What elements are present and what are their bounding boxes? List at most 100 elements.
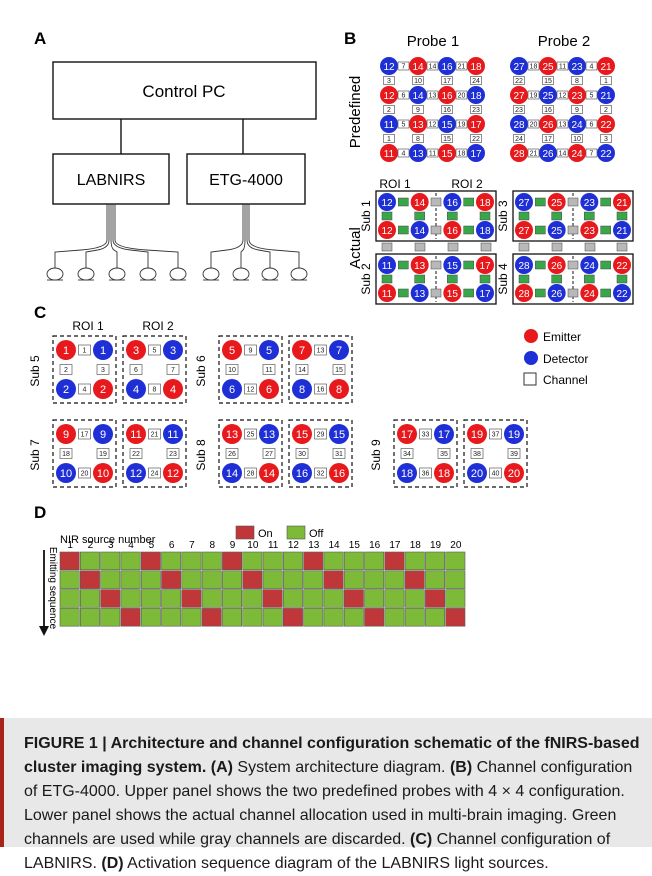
node-number: 18 [470,91,482,102]
channel-box: 9 [571,105,583,114]
detector-node: 17 [467,144,485,162]
caption-accent-bar [0,718,4,847]
detector-node: 13 [410,284,429,302]
on-cell [445,608,466,627]
channel-box: 34 [400,448,414,459]
source-number: 2 [88,540,94,551]
channel-number: 9 [575,107,579,114]
channel-number: 13 [429,93,437,100]
emitter-node: 11 [378,284,396,302]
used-channel [616,274,628,284]
source-number: 14 [328,540,340,551]
used-channel [398,225,409,235]
emitter-node: 23 [568,86,586,104]
channel-box: 19 [527,90,540,100]
emitter-node: 23 [580,221,599,239]
labnirs-subject: Sub 6 5 5 6 6 9 10 11 12 7 7 8 8 13 14 15 16 [194,335,353,404]
channel-box: 32 [314,467,327,479]
detector-circle [580,256,599,274]
channel-box: 5 [148,344,161,356]
emitter-circle [409,57,427,75]
optode-body [108,267,126,281]
off-cell [242,589,263,608]
node-number: 28 [513,149,525,160]
subject-label: Sub 3 [496,200,510,232]
source-number: 12 [288,540,300,551]
detector-node: 25 [547,221,566,239]
panel-a-letter: A [34,29,46,48]
detector-circle [378,193,396,211]
channel-rect [437,448,451,459]
channel-number: 2 [604,107,608,114]
detector-circle [539,86,557,104]
channel-rect [426,119,439,129]
detector-circle [397,463,417,483]
detector-circle [539,144,557,162]
caption-c-label: (C) [410,831,433,848]
node-number: 11 [384,120,395,131]
emitter-node: 15 [443,284,462,302]
source-number: 1 [67,540,73,551]
off-cell [404,589,425,608]
discarded-channel [430,197,442,207]
node-number: 13 [412,149,424,160]
detector-circle [93,340,113,360]
channel-number: 14 [559,151,567,158]
etg-label: ETG-4000 [209,172,283,189]
off-cell [323,551,344,571]
detector-circle [568,57,586,75]
node-number: 11 [382,261,393,272]
channel-rect [78,467,91,479]
emitter-legend-icon [524,329,538,343]
source-number: 9 [230,540,236,551]
channel-rect [314,467,327,479]
detector-node: 24 [580,256,599,274]
channel-rect [262,364,276,375]
panel-b-letter: B [344,29,356,48]
detector-node: 7 [329,340,349,360]
channel-number: 11 [429,151,436,158]
channel-rect [314,344,327,356]
emitter-legend-label: Emitter [543,330,581,344]
detector-legend-icon [524,351,538,365]
emitter-circle [597,115,615,133]
detector-circle [443,193,462,211]
off-cell [59,570,80,589]
channel-box: 4 [585,61,598,71]
on-legend-label: On [258,528,273,540]
subject-label: Sub 6 [194,355,208,387]
detector-circle [163,424,183,444]
channel-number: 12 [247,387,255,394]
b-roi2-label: ROI 2 [451,177,483,191]
channel-number: 4 [590,64,594,71]
channel-number: 21 [151,432,159,439]
channel-box: 8 [412,134,424,143]
emitter-node: 3 [126,340,146,360]
emitter-node: 21 [597,57,615,75]
node-number: 19 [471,429,483,441]
emitter-node: 13 [409,115,427,133]
fiber-line [112,239,149,268]
channel-number: 32 [317,471,325,478]
off-cell [201,551,222,571]
off-cell [100,551,121,571]
channel-rect [489,467,502,479]
channel-number: 26 [228,451,236,458]
channel-box: 2 [600,105,612,114]
off-cell [384,570,405,589]
detector-node: 16 [443,193,462,211]
node-number: 21 [616,198,628,209]
source-number: 20 [450,540,462,551]
emitter-node: 10 [93,463,113,483]
used-channel [584,274,595,284]
channel-rect [513,105,525,114]
detector-circle [580,193,599,211]
detector-circle [380,57,398,75]
channel-number: 1 [83,348,87,355]
off-cell [80,589,100,608]
channel-box: 18 [527,61,540,71]
node-number: 26 [542,149,554,160]
used-channel [535,225,546,235]
off-cell [262,551,283,571]
channel-rect [455,90,468,100]
